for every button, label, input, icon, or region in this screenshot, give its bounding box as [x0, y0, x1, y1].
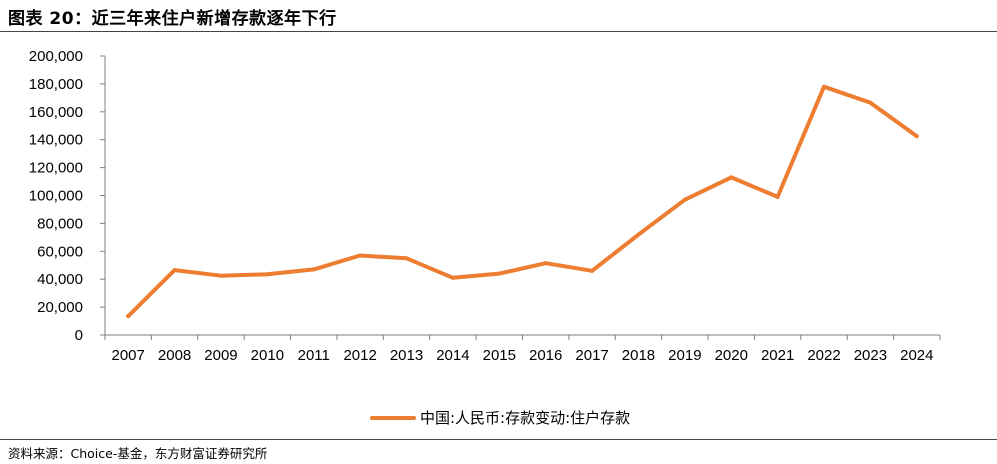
- y-tick-label: 100,000: [29, 188, 83, 205]
- source-note: 资料来源：Choice-基金，东方财富证券研究所: [8, 446, 268, 461]
- x-tick-label: 2008: [158, 347, 191, 364]
- data-point: [218, 273, 223, 278]
- x-tick-label: 2018: [622, 347, 655, 364]
- x-tick-label: 2017: [575, 347, 608, 364]
- data-point: [450, 275, 455, 280]
- line-chart: 200,000 180,000 160,000 140,000 120,000 100,0…: [29, 48, 941, 427]
- data-point: [914, 134, 919, 139]
- data-point: [822, 84, 827, 89]
- data-point: [358, 253, 363, 258]
- y-tick-label: 0: [75, 327, 83, 344]
- figure-title: 图表 20：近三年来住户新增存款逐年下行: [8, 9, 337, 29]
- data-point: [682, 197, 687, 202]
- x-tick-label: 2019: [668, 347, 701, 364]
- x-tick-label: 2022: [807, 347, 840, 364]
- y-tick-label: 160,000: [29, 104, 83, 121]
- data-point: [497, 271, 502, 276]
- x-tick-label: 2014: [436, 347, 469, 364]
- x-tick-label: 2012: [343, 347, 376, 364]
- y-axis: 200,000 180,000 160,000 140,000 120,000 100,0…: [29, 48, 106, 344]
- legend-label: 中国:人民币:存款变动:住户存款: [420, 409, 630, 427]
- data-point: [729, 175, 734, 180]
- data-point: [172, 268, 177, 273]
- series-line: [126, 84, 919, 319]
- legend: 中国:人民币:存款变动:住户存款: [370, 409, 630, 427]
- y-tick-label: 60,000: [37, 243, 83, 260]
- x-tick-label: 2007: [112, 347, 145, 364]
- y-tick-label: 180,000: [29, 76, 83, 93]
- x-tick-label: 2010: [251, 347, 284, 364]
- y-tick-label: 200,000: [29, 48, 83, 65]
- x-tick-label: 2009: [204, 347, 237, 364]
- data-point: [311, 267, 316, 272]
- x-tick-label: 2015: [483, 347, 516, 364]
- series-layer: [126, 84, 919, 319]
- x-tick-label: 2021: [761, 347, 794, 364]
- x-tick-label: 2023: [854, 347, 887, 364]
- y-tick-label: 120,000: [29, 160, 83, 177]
- y-tick-label: 80,000: [37, 215, 83, 232]
- data-point: [775, 194, 780, 199]
- x-tick-label: 2020: [715, 347, 748, 364]
- x-tick-label: 2024: [900, 347, 933, 364]
- y-tick-label: 20,000: [37, 299, 83, 316]
- data-point: [636, 232, 641, 237]
- x-tick-label: 2011: [298, 347, 330, 364]
- source-divider: [0, 439, 997, 440]
- y-tick-label: 140,000: [29, 132, 83, 149]
- data-point: [868, 100, 873, 105]
- x-tick-label: 2016: [529, 347, 562, 364]
- data-point: [590, 268, 595, 273]
- x-axis: 2007 2008 2009 2010 2011 2012 2013 2014 2015 2016…: [104, 334, 941, 364]
- data-point: [265, 272, 270, 277]
- x-tick-label: 2013: [390, 347, 423, 364]
- y-tick-label: 40,000: [37, 271, 83, 288]
- data-point: [404, 256, 409, 261]
- data-point: [126, 314, 131, 319]
- data-point: [543, 261, 548, 266]
- title-divider: [0, 31, 997, 32]
